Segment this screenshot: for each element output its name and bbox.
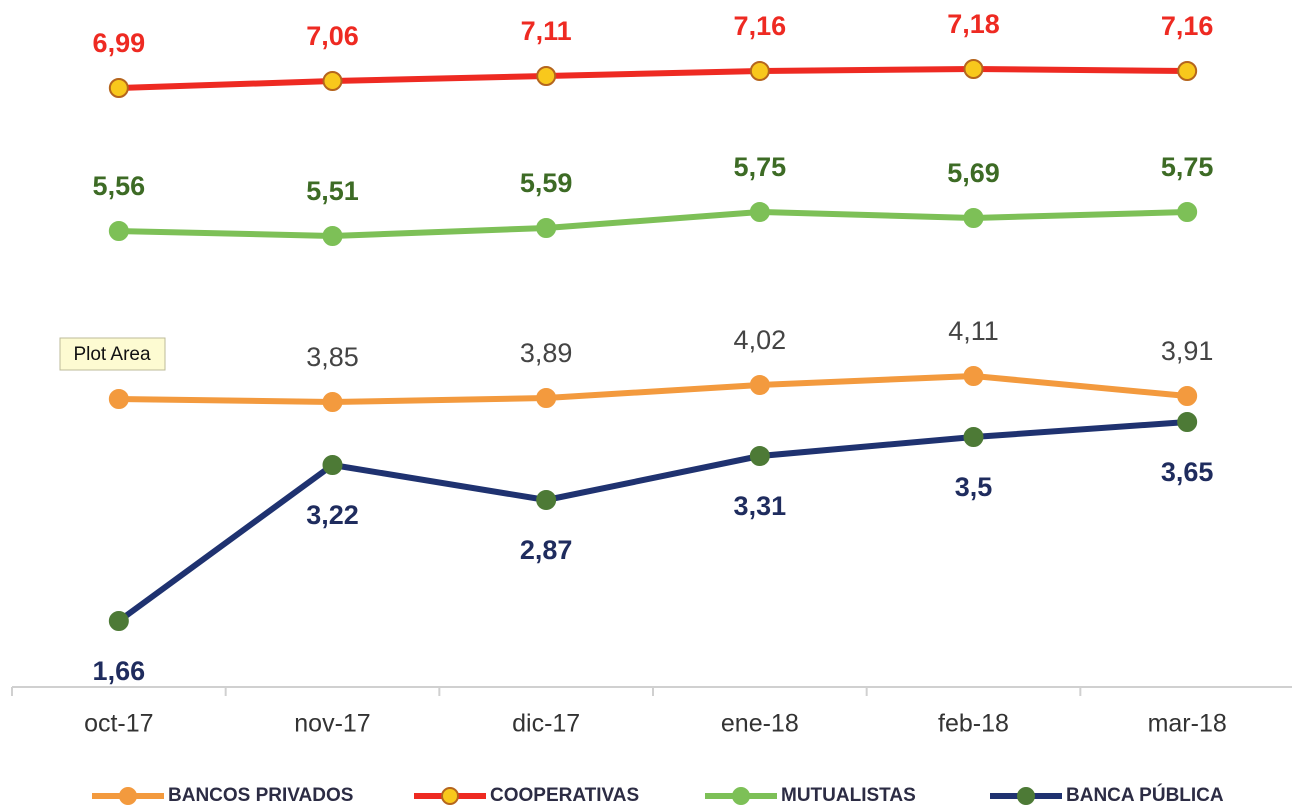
data-label: 7,16 (734, 11, 787, 41)
marker (1177, 202, 1198, 222)
marker (322, 226, 343, 246)
marker (963, 427, 984, 447)
data-label: 5,56 (93, 171, 146, 201)
marker (963, 366, 984, 386)
series-line (118, 209, 1188, 239)
legend-marker (1017, 787, 1035, 805)
legend-marker (119, 787, 137, 805)
data-label: 3,31 (734, 491, 787, 521)
data-label: 4,11 (948, 316, 999, 346)
marker (749, 202, 770, 222)
marker (1177, 61, 1198, 81)
x-tick-label: feb-18 (938, 710, 1009, 738)
marker (536, 66, 557, 86)
data-label: 5,69 (947, 158, 1000, 188)
data-label: 6,99 (93, 28, 146, 58)
data-label: 3,5 (955, 472, 993, 502)
marker (536, 490, 557, 510)
marker (749, 446, 770, 466)
marker (536, 388, 557, 408)
data-label: 7,06 (306, 21, 359, 51)
marker (749, 375, 770, 395)
marker (108, 78, 129, 98)
series-line (117, 419, 1188, 624)
legend-marker (441, 787, 459, 805)
legend-marker (732, 787, 750, 805)
series-line (118, 373, 1188, 405)
marker (108, 389, 129, 409)
data-label: 5,75 (734, 152, 787, 182)
data-label: 1,66 (93, 656, 146, 686)
data-label: 5,75 (1161, 152, 1214, 182)
tooltip-text: Plot Area (73, 344, 151, 365)
marker (108, 611, 129, 631)
data-label: 2,87 (520, 535, 573, 565)
tooltip-box (59, 337, 166, 371)
legend-label: BANCOS PRIVADOS (168, 785, 353, 806)
data-label: 3,91 (1161, 336, 1214, 366)
data-label: 7,16 (1161, 11, 1214, 41)
x-tick-label: nov-17 (294, 710, 370, 738)
marker (322, 71, 343, 91)
marker (1177, 386, 1198, 406)
series-line (118, 66, 1188, 91)
marker (322, 455, 343, 475)
marker (1177, 412, 1198, 432)
marker (963, 208, 984, 228)
data-label: 4,02 (734, 325, 787, 355)
data-label: 7,11 (521, 16, 572, 46)
legend-label: COOPERATIVAS (490, 785, 639, 806)
data-label: 7,18 (947, 9, 1000, 39)
x-tick-label: oct-17 (84, 710, 153, 738)
data-label: 3,22 (306, 500, 359, 530)
x-tick-label: dic-17 (512, 710, 580, 738)
data-label: 3,85 (306, 342, 359, 372)
marker (749, 61, 770, 81)
marker (108, 221, 129, 241)
marker (536, 218, 557, 238)
plot-area: oct-17nov-17dic-17ene-18feb-18mar-183,88… (11, 9, 1292, 806)
legend-label: MUTUALISTAS (781, 785, 916, 806)
marker (963, 59, 984, 79)
data-label: 3,89 (520, 338, 573, 368)
tooltip: Plot Area (59, 337, 166, 371)
marker (322, 392, 343, 412)
x-tick-label: ene-18 (721, 710, 799, 738)
data-label: 5,59 (520, 168, 573, 198)
data-label: 5,51 (306, 176, 359, 206)
legend-label: BANCA PÚBLICA (1066, 784, 1224, 806)
data-label: 3,65 (1161, 457, 1214, 487)
x-tick-label: mar-18 (1148, 710, 1227, 738)
